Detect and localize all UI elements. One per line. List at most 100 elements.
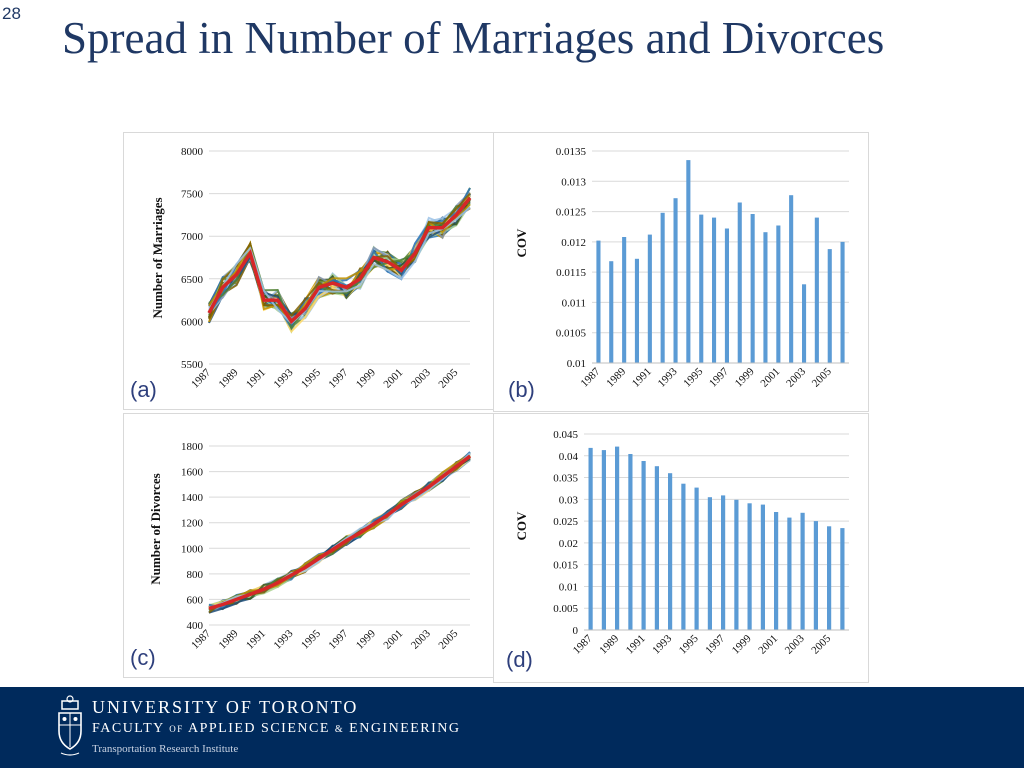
x-tick-label-b: 1989 [604, 365, 628, 389]
bar-b-1988 [609, 261, 614, 363]
bar-d-1990 [628, 454, 633, 630]
bar-d-1987 [588, 447, 593, 630]
x-tick-label-b: 1993 [656, 365, 680, 389]
bar-d-1991 [641, 461, 646, 630]
x-tick-label-a: 1993 [272, 366, 296, 390]
faculty-applied-science: APPLIED SCIENCE [187, 721, 330, 736]
x-tick-label-d: 1995 [677, 632, 701, 656]
bar-b-2005 [827, 249, 832, 363]
x-tick-label-a: 2005 [436, 366, 460, 390]
y-tick-label-a: 7500 [181, 189, 204, 201]
x-tick-label-d: 1993 [650, 632, 674, 656]
bar-d-2005 [827, 526, 832, 630]
y-tick-label-b: 0.011 [562, 297, 586, 309]
mean-series-line-a [207, 196, 472, 325]
y-axis-label-a: Number of Marriages [150, 197, 165, 318]
bar-b-2003 [802, 284, 807, 363]
x-tick-label-b: 1991 [630, 366, 654, 390]
bar-b-2002 [789, 195, 794, 363]
faculty-word: FACULTY [92, 721, 165, 736]
x-tick-label-d: 2001 [756, 633, 780, 657]
x-tick-label-c: 1989 [217, 627, 241, 651]
bar-d-2000 [760, 504, 765, 630]
y-tick-label-b: 0.0135 [556, 146, 587, 158]
x-tick-label-d: 1989 [597, 632, 621, 656]
x-tick-label-a: 2003 [409, 366, 433, 390]
bar-d-2001 [774, 512, 779, 630]
y-tick-label-d: 0.02 [559, 538, 578, 550]
x-tick-label-c: 1997 [326, 627, 350, 651]
ensemble-series-line-c [208, 451, 471, 607]
bar-b-1995 [699, 214, 704, 363]
bar-b-1993 [673, 198, 678, 363]
x-tick-label-a: 1991 [244, 367, 268, 391]
y-tick-label-d: 0.03 [559, 494, 579, 506]
bar-b-1992 [660, 212, 665, 363]
y-tick-label-b: 0.0115 [556, 267, 586, 279]
y-tick-label-d: 0.01 [559, 581, 578, 593]
y-tick-label-c: 1200 [181, 518, 204, 530]
y-tick-label-a: 8000 [181, 146, 204, 158]
y-tick-label-b: 0.013 [561, 176, 586, 188]
footer-bar: UNIVERSITY OF TORONTO FACULTY OF APPLIED… [0, 687, 1024, 768]
x-tick-label-a: 2001 [381, 367, 405, 391]
y-tick-label-c: 800 [187, 569, 204, 581]
chart-b: 0.01 0.0105 0.011 0.0115 0.012 0.0125 0.013 0.0… [514, 146, 849, 390]
y-tick-label-d: 0.045 [553, 429, 578, 441]
x-tick-label-c: 2001 [381, 628, 405, 652]
panel-b: 0.01 0.0105 0.011 0.0115 0.012 0.0125 0.013 0.0… [493, 132, 869, 412]
bar-d-1994 [681, 483, 686, 630]
panel-label-b: (b) [508, 377, 535, 402]
y-tick-label-b: 0.012 [561, 237, 586, 249]
ensemble-series-line-c [208, 451, 471, 608]
bar-b-2000 [763, 232, 768, 363]
ensemble-series-line-c [208, 452, 471, 609]
ensemble-series-line-c [208, 454, 471, 609]
panel-label-d: (d) [506, 647, 533, 672]
x-tick-label-c: 1995 [299, 627, 323, 651]
university-name: UNIVERSITY OF TORONTO [92, 697, 359, 717]
y-tick-label-c: 400 [187, 620, 204, 632]
bar-d-1996 [707, 497, 712, 630]
ensemble-series-line-c [208, 455, 471, 611]
panel-label-a: (a) [130, 377, 157, 402]
x-tick-label-c: 2003 [409, 627, 433, 651]
panel-c: 400 600 800 1000 1200 1400 1600 1800 Number of D… [123, 413, 495, 678]
y-tick-label-a: 6500 [181, 274, 204, 286]
x-tick-label-d: 1997 [703, 632, 727, 656]
faculty-ampersand: & [334, 724, 345, 735]
bar-d-1998 [734, 499, 739, 630]
y-tick-label-a: 6000 [181, 316, 204, 328]
y-tick-label-d: 0.025 [553, 516, 578, 528]
y-tick-label-a: 7000 [181, 231, 204, 243]
x-tick-label-b: 1995 [681, 365, 705, 389]
bar-b-1994 [686, 160, 691, 363]
x-tick-label-d: 2003 [783, 632, 807, 656]
panel-label-c: (c) [130, 645, 156, 670]
ensemble-series-line-c [208, 455, 471, 614]
bar-d-1997 [721, 495, 726, 630]
bar-d-1992 [654, 466, 659, 630]
y-tick-label-d: 0.005 [553, 603, 578, 615]
university-crest-icon [56, 695, 84, 764]
bar-b-1999 [750, 214, 755, 363]
bar-d-1988 [601, 450, 606, 630]
y-tick-label-c: 1400 [181, 492, 204, 504]
x-tick-label-c: 2005 [436, 627, 460, 651]
y-tick-label-d: 0.04 [559, 451, 579, 463]
y-axis-label-b: COV [514, 228, 529, 258]
slide-number: 28 [2, 4, 21, 23]
bar-d-1999 [747, 503, 752, 630]
bar-b-1997 [724, 228, 729, 363]
y-tick-label-c: 1000 [181, 543, 204, 555]
x-tick-label-a: 1989 [217, 366, 241, 390]
bar-b-2006 [840, 241, 845, 363]
y-tick-label-b: 0.0125 [556, 207, 587, 219]
x-tick-label-d: 1999 [730, 632, 754, 656]
ensemble-series-line-c [208, 452, 471, 610]
y-tick-label-d: 0 [573, 625, 579, 637]
ensemble-series-line-c [208, 454, 471, 610]
faculty-of: OF [169, 724, 184, 734]
x-tick-label-b: 2001 [758, 366, 782, 390]
x-tick-label-a: 1995 [299, 366, 323, 390]
